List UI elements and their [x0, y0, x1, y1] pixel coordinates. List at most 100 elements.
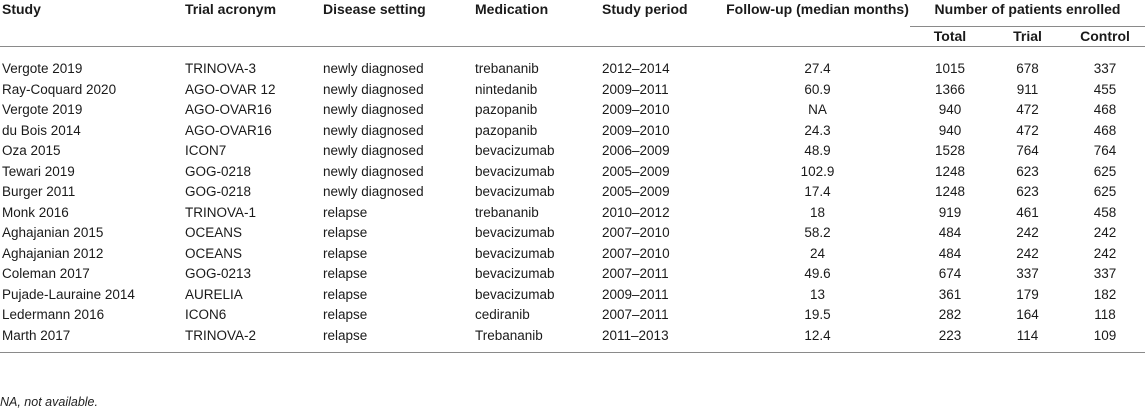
cell-control: 625	[1093, 184, 1117, 199]
cell-trial-acronym: OCEANS	[185, 245, 243, 261]
cell-disease-setting: relapse	[323, 307, 368, 322]
cell-follow-up: 17.4	[804, 184, 831, 199]
cell-study: Monk 2016	[2, 204, 69, 220]
cell-total: 1248	[934, 184, 966, 199]
cell-control: 468	[1093, 102, 1117, 117]
cell-control: 455	[1093, 81, 1117, 97]
cell-medication: trebananib	[475, 204, 539, 220]
cell-study: Coleman 2017	[2, 266, 90, 281]
cell-follow-up: 60.9	[804, 81, 831, 97]
cell-study: Tewari 2019	[2, 163, 75, 179]
cell-total: 674	[938, 266, 962, 281]
cell-trial-acronym: AGO-OVAR 12	[185, 81, 276, 97]
cell-trial-acronym: GOG-0218	[185, 184, 252, 199]
cell-study: du Bois 2014	[2, 122, 81, 138]
cell-disease-setting: newly diagnosed	[323, 163, 424, 179]
cell-study: Pujade-Lauraine 2014	[2, 286, 135, 302]
cell-trial: 472	[1016, 122, 1039, 138]
cell-trial-acronym: TRINOVA-3	[185, 61, 257, 76]
cell-trial-acronym: AGO-OVAR16	[185, 102, 272, 117]
cell-study-period: 2005–2009	[602, 163, 670, 179]
cell-follow-up: NA	[808, 102, 827, 117]
table-row: Pujade-Lauraine 2014 AURELIA relapse bevaci…	[0, 285, 1145, 306]
cell-study-period: 2009–2011	[602, 81, 669, 97]
cell-medication: bevacizumab	[475, 245, 555, 261]
cell-total: 1366	[934, 81, 966, 97]
header-study-period: Study period	[602, 0, 725, 47]
study-table: Study Trial acronym Disease setting Medi…	[0, 0, 1145, 353]
header-total: Total	[910, 26, 990, 47]
cell-trial: 623	[1016, 184, 1039, 199]
cell-control: 468	[1093, 122, 1117, 138]
table-row: Burger 2011 GOG-0218 newly diagnosed bevaci…	[0, 182, 1145, 203]
cell-follow-up: 19.5	[804, 307, 831, 322]
cell-study: Vergote 2019	[2, 102, 83, 117]
cell-total: 484	[938, 225, 962, 240]
cell-trial: 623	[1016, 163, 1039, 179]
cell-trial: 242	[1016, 225, 1039, 240]
header-medication: Medication	[475, 0, 602, 47]
cell-disease-setting: relapse	[323, 266, 368, 281]
table-row: Aghajanian 2012 OCEANS relapse bevacizumab 2…	[0, 244, 1145, 265]
table-row: Aghajanian 2015 OCEANS relapse bevacizumab 2…	[0, 223, 1145, 244]
header-control: Control	[1065, 26, 1145, 47]
header-follow-up: Follow-up (median months)	[725, 0, 910, 47]
cell-medication: bevacizumab	[475, 266, 555, 281]
cell-total: 1248	[934, 163, 966, 179]
table-row: Oza 2015 ICON7 newly diagnosed bevacizumab 2…	[0, 141, 1145, 162]
cell-disease-setting: newly diagnosed	[323, 122, 424, 138]
cell-trial-acronym: GOG-0218	[185, 163, 252, 179]
cell-disease-setting: relapse	[323, 204, 368, 220]
cell-control: 242	[1093, 225, 1117, 240]
cell-study-period: 2009–2010	[602, 122, 670, 138]
cell-medication: nintedanib	[475, 81, 538, 97]
cell-study-period: 2011–2013	[602, 325, 725, 353]
cell-trial: 179	[1016, 286, 1039, 302]
cell-study: Burger 2011	[2, 184, 76, 199]
table-body: Vergote 2019 TRINOVA-3 newly diagnosed treb…	[0, 47, 1145, 353]
cell-total: 940	[938, 122, 962, 138]
cell-trial-acronym: AGO-OVAR16	[185, 122, 272, 138]
cell-study-period: 2007–2011	[602, 266, 669, 281]
cell-total: 282	[938, 307, 962, 322]
cell-total: 361	[938, 286, 962, 302]
cell-study-period: 2010–2012	[602, 204, 670, 220]
cell-medication: bevacizumab	[475, 184, 555, 199]
cell-trial: 461	[1016, 204, 1039, 220]
table-row: Coleman 2017 GOG-0213 relapse bevacizumab 20…	[0, 264, 1145, 285]
header-disease-setting: Disease setting	[323, 0, 475, 47]
cell-study: Marth 2017	[0, 325, 185, 353]
cell-control: 337	[1093, 61, 1117, 76]
table-row: du Bois 2014 AGO-OVAR16 newly diagnosed paz…	[0, 121, 1145, 142]
cell-follow-up: 24.3	[804, 122, 831, 138]
cell-study-period: 2009–2010	[602, 102, 670, 117]
cell-study-period: 2012–2014	[602, 61, 670, 76]
cell-disease-setting: newly diagnosed	[323, 61, 424, 76]
cell-follow-up: 27.4	[804, 61, 831, 76]
header-study: Study	[0, 0, 185, 47]
cell-follow-up: 12.4	[725, 325, 910, 353]
cell-study: Aghajanian 2015	[2, 225, 104, 240]
header-trial: Trial	[990, 26, 1065, 47]
cell-disease-setting: relapse	[323, 325, 475, 353]
cell-control: 625	[1093, 163, 1117, 179]
cell-follow-up: 49.6	[804, 266, 831, 281]
footnote: NA, not available.	[0, 395, 98, 409]
cell-medication: bevacizumab	[475, 225, 555, 240]
header-patients-enrolled: Number of patients enrolled	[910, 0, 1145, 27]
cell-trial: 911	[1016, 81, 1039, 97]
cell-study-period: 2007–2010	[602, 245, 670, 261]
cell-study: Ledermann 2016	[2, 307, 105, 322]
cell-medication: trebananib	[475, 61, 539, 76]
cell-disease-setting: newly diagnosed	[323, 184, 424, 199]
cell-disease-setting: relapse	[323, 245, 368, 261]
cell-trial: 242	[1016, 245, 1039, 261]
cell-study: Ray-Coquard 2020	[2, 81, 117, 97]
cell-medication: pazopanib	[475, 122, 538, 138]
cell-disease-setting: newly diagnosed	[323, 81, 424, 97]
cell-follow-up: 58.2	[804, 225, 831, 240]
cell-control: 337	[1093, 266, 1117, 281]
table-row: Vergote 2019 AGO-OVAR16 newly diagnosed paz…	[0, 100, 1145, 121]
cell-trial: 337	[1016, 266, 1039, 281]
cell-study-period: 2009–2011	[602, 286, 669, 302]
